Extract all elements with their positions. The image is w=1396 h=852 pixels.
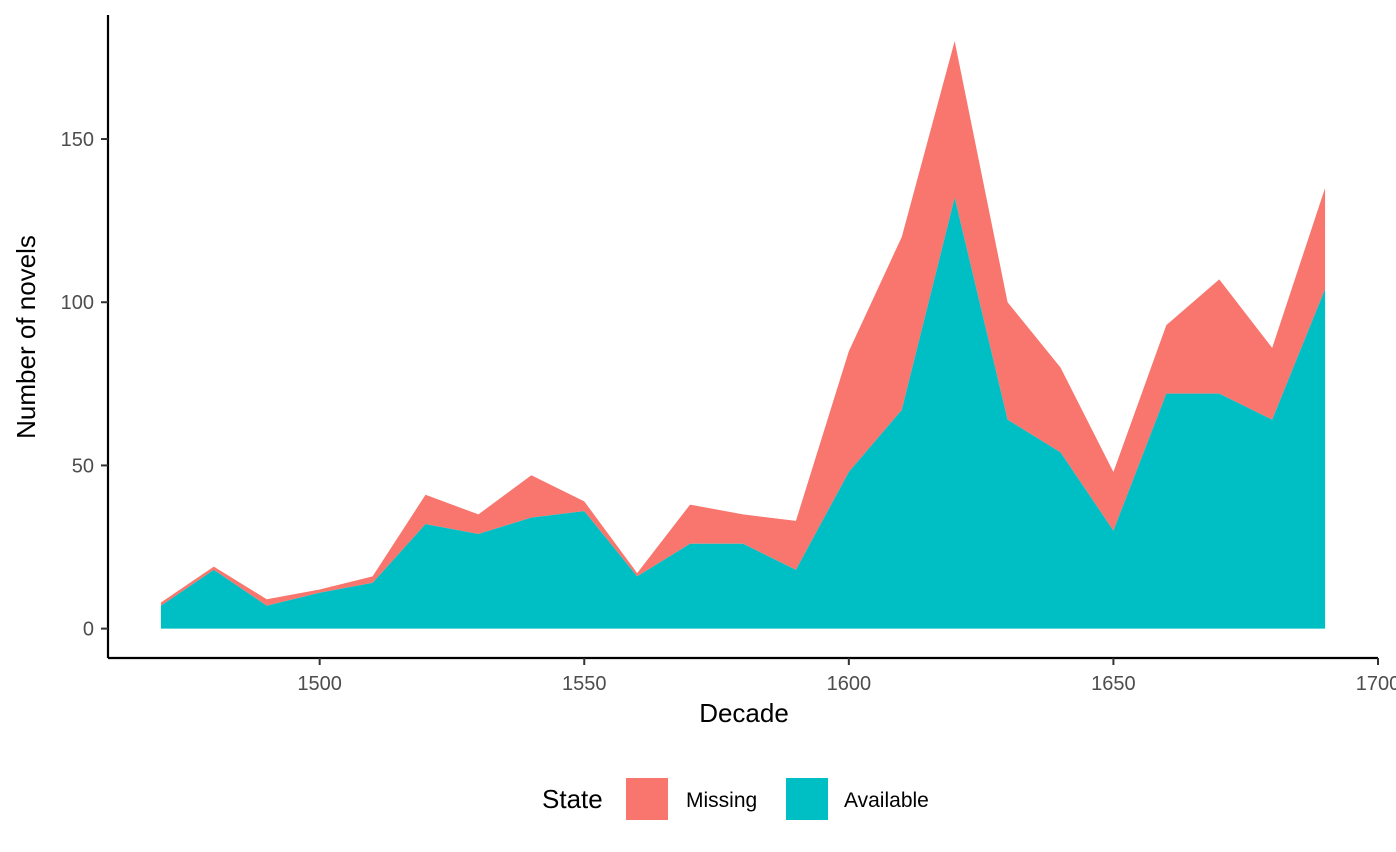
legend-label-missing: Missing: [686, 789, 757, 812]
legend: State Missing Available: [542, 778, 929, 820]
y-tick-label: 100: [61, 292, 94, 314]
x-axis-ticks: 1500 1550 1600 1650 1700: [297, 658, 1396, 695]
y-tick-label: 150: [61, 129, 94, 151]
legend-swatch-missing: [626, 778, 668, 820]
chart-areas: [160, 41, 1326, 629]
x-axis-title: Decade: [699, 698, 789, 728]
area-available: [160, 197, 1326, 629]
legend-label-available: Available: [844, 789, 929, 812]
x-tick-label: 1550: [562, 673, 607, 695]
legend-title: State: [542, 784, 603, 814]
x-tick-label: 1500: [297, 673, 342, 695]
x-tick-label: 1600: [827, 673, 872, 695]
y-axis-ticks: 0 50 100 150: [61, 129, 108, 641]
y-axis-title: Number of novels: [11, 235, 41, 439]
y-tick-label: 0: [83, 619, 94, 641]
x-tick-label: 1650: [1091, 673, 1136, 695]
x-tick-label: 1700: [1356, 673, 1396, 695]
chart-axes: 0 50 100 150 1500 1550 1600 1650 1700: [61, 15, 1396, 695]
legend-swatch-available: [786, 778, 828, 820]
y-tick-label: 50: [72, 455, 94, 477]
